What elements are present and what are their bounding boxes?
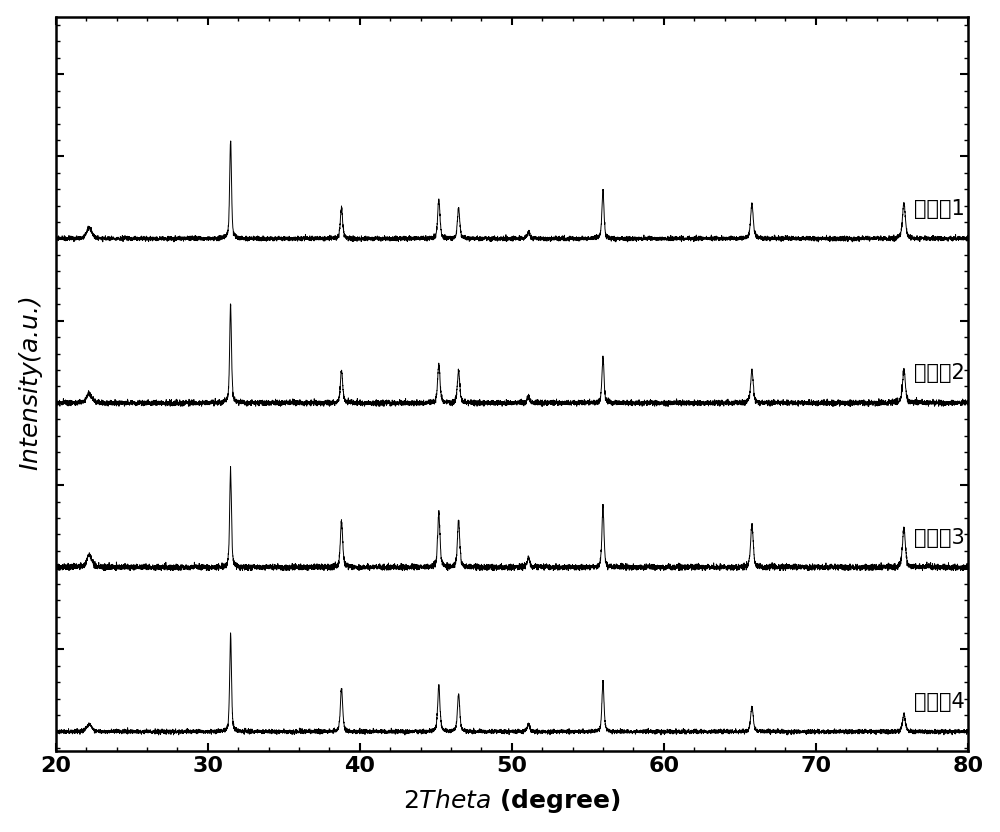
Text: 实施入2: 实施入2 <box>914 364 965 384</box>
Y-axis label: $\mathit{Intensity}$(a.u.): $\mathit{Intensity}$(a.u.) <box>17 296 45 472</box>
Text: 实施入4: 实施入4 <box>914 692 965 712</box>
X-axis label: $\mathit{2Theta}$ (degree): $\mathit{2Theta}$ (degree) <box>403 787 621 815</box>
Text: 实施入3: 实施入3 <box>914 527 965 547</box>
Text: 实施入1: 实施入1 <box>914 199 965 219</box>
